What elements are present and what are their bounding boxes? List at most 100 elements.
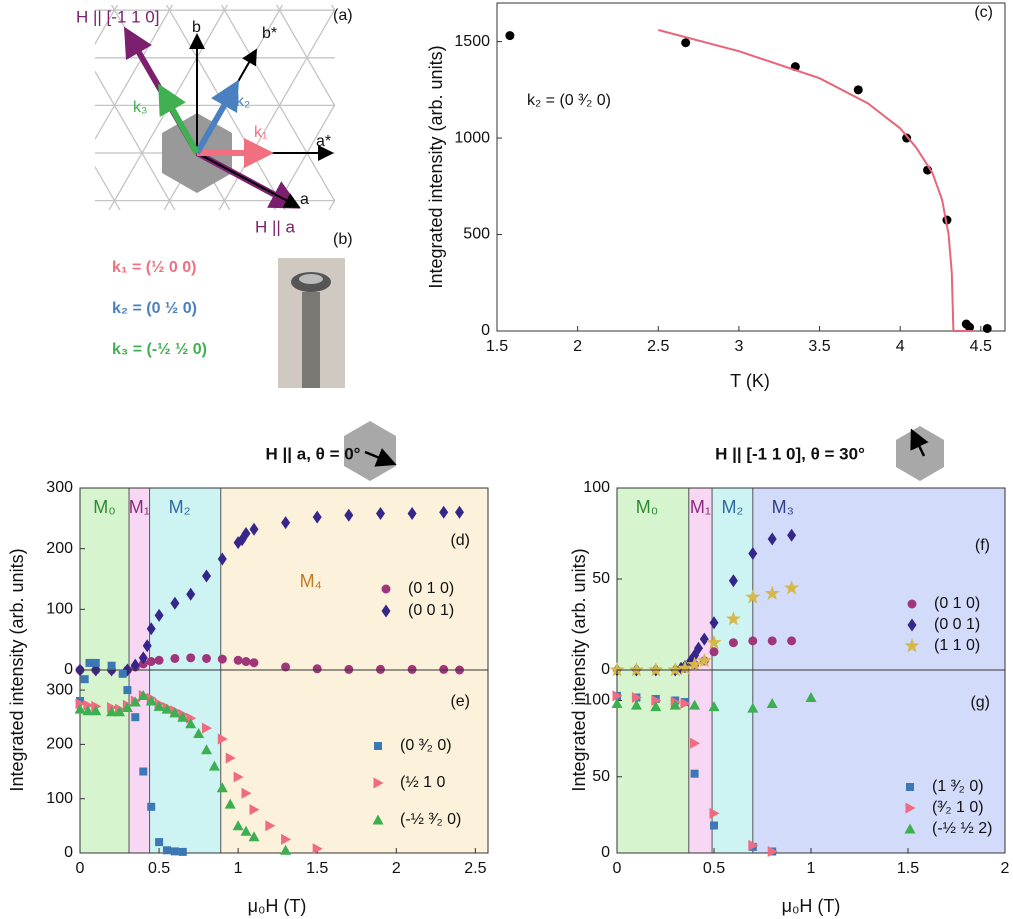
- triangle-up-marker: [747, 702, 759, 713]
- triangle-right-marker: [241, 787, 252, 799]
- square-marker: [80, 675, 89, 684]
- triangle-right-marker: [225, 752, 236, 764]
- phase-region: [220, 670, 488, 853]
- phase-region: [688, 488, 713, 670]
- phase-region: [149, 670, 221, 853]
- triangle-right-marker: [75, 698, 86, 710]
- star-marker: [609, 662, 625, 677]
- region-label: M₂: [169, 497, 191, 517]
- x-axis-label: μ₀H (T): [782, 896, 841, 916]
- region-label: M₂: [721, 497, 743, 517]
- sample-photo: [278, 258, 345, 388]
- triangle-up-marker: [216, 782, 228, 793]
- square-marker: [690, 769, 699, 778]
- circle-marker: [709, 647, 719, 657]
- circle-marker: [241, 657, 251, 667]
- triangle-up-marker: [74, 703, 86, 714]
- phase-region: [617, 488, 689, 670]
- legend-marker: [906, 783, 914, 791]
- triangle-up-marker: [137, 690, 149, 700]
- circle-marker: [344, 664, 354, 674]
- panel-label: (c): [974, 4, 993, 21]
- legend-marker: [907, 618, 917, 632]
- triangle-up-marker: [201, 744, 212, 755]
- legend-marker: [374, 742, 382, 750]
- x-tick-label: 2: [573, 338, 582, 355]
- triangle-up-marker: [114, 706, 125, 717]
- diamond-marker: [455, 505, 464, 519]
- triangle-right-marker: [186, 712, 197, 724]
- square-marker: [85, 658, 94, 667]
- vector-label: H || a: [255, 217, 296, 236]
- circle-marker: [249, 658, 259, 668]
- legend-marker: [381, 584, 391, 594]
- star-marker: [696, 652, 712, 668]
- circle-marker: [853, 85, 863, 95]
- x-tick-label: 2.5: [464, 860, 486, 877]
- x-tick-label: 1.5: [306, 860, 328, 877]
- legend-label: (½ 1 0: [400, 774, 445, 791]
- diamond-marker: [787, 528, 797, 542]
- y-tick-label: 100: [583, 692, 610, 709]
- y-tick-label: 200: [46, 736, 73, 753]
- y-axis-label: Integrated intensity (arb. units): [7, 548, 27, 791]
- vector-label: b*: [262, 25, 277, 42]
- diamond-marker: [344, 508, 354, 522]
- y-tick-label: 100: [583, 479, 610, 496]
- square-marker: [91, 658, 100, 667]
- diamond-marker: [142, 639, 152, 653]
- star-marker: [745, 589, 761, 604]
- circle-marker: [681, 38, 691, 48]
- annotation: k₂ = (0 ³⁄₂ 0): [527, 92, 611, 109]
- diamond-marker: [138, 651, 148, 665]
- axis-arrow: [196, 152, 301, 208]
- lattice-line: [0, 0, 72, 413]
- triangle-up-marker: [153, 700, 165, 711]
- square-marker: [155, 838, 164, 847]
- circle-marker: [281, 662, 291, 672]
- triangle-right-marker: [651, 695, 662, 706]
- x-tick-label: 1.5: [486, 338, 508, 355]
- triangle-right-marker: [281, 833, 292, 845]
- legend-label: (-½ ³⁄₂ 0): [400, 811, 461, 828]
- phase-region: [688, 670, 713, 853]
- circle-marker: [728, 638, 738, 648]
- x-tick-label: 3: [734, 338, 743, 355]
- y-tick-label: 50: [592, 570, 610, 587]
- panel-label: (g): [970, 694, 990, 711]
- circle-marker: [407, 664, 417, 674]
- triangle-right-marker: [217, 733, 228, 745]
- triangle-up-marker: [169, 707, 181, 718]
- plot-frame: [496, 2, 1006, 332]
- lattice-line: [377, 0, 677, 413]
- x-tick-label: 0.5: [148, 860, 170, 877]
- vector-label: a: [300, 191, 309, 208]
- star-marker: [677, 660, 693, 675]
- vector-label: b: [192, 19, 201, 36]
- triangle-right-marker: [249, 804, 260, 816]
- legend-label: (1 ³⁄₂ 0): [932, 778, 984, 795]
- star-marker: [667, 662, 683, 677]
- y-axis-label: Integrated intensity (arb. units): [569, 548, 589, 791]
- x-tick-label: 1: [807, 860, 816, 877]
- triangle-right-marker: [709, 807, 720, 819]
- legend-label: (1 1 0): [934, 637, 980, 654]
- legend-marker: [904, 823, 916, 834]
- phase-region: [129, 488, 150, 670]
- wavevector: k₁ = (½ 0 0): [112, 259, 196, 276]
- square-marker: [123, 686, 132, 695]
- triangle-up-marker: [185, 718, 197, 729]
- lattice-line: [328, 198, 335, 210]
- circle-marker: [186, 653, 196, 663]
- triangle-up-marker: [280, 844, 292, 855]
- y-axis-label: Integrated intensity (arb. units): [426, 45, 446, 288]
- region-label: M₃: [772, 497, 794, 517]
- circle-marker: [146, 657, 156, 667]
- legend-label: (³⁄₂ 1 0): [932, 799, 984, 816]
- star-marker: [764, 585, 780, 600]
- square-marker: [139, 767, 148, 776]
- diamond-marker: [186, 587, 196, 601]
- triangle-up-marker: [708, 701, 720, 712]
- triangle-up-marker: [650, 701, 662, 712]
- y-tick-label: 100: [46, 601, 73, 618]
